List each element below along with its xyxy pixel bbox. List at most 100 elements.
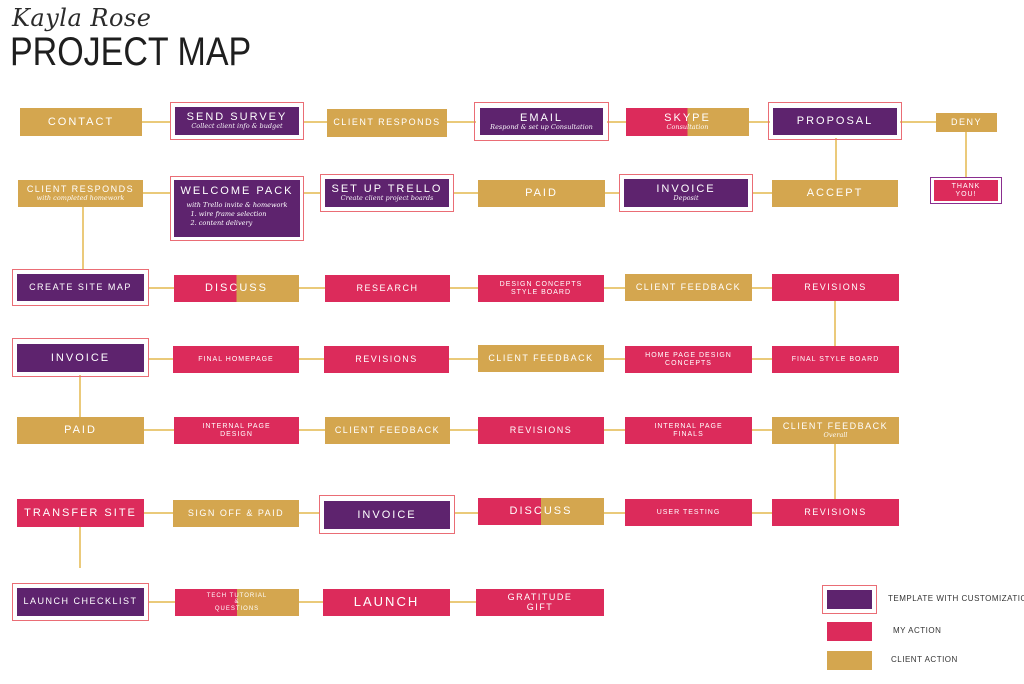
node-label: SEND SURVEY	[186, 111, 288, 124]
node-tech-tutorial: TECH TUTORIAL & QUESTIONS	[175, 589, 299, 616]
body-line: with Trello invite & homework	[186, 201, 288, 210]
node-design-concepts: DESIGN CONCEPTS STYLE BOARD	[478, 275, 604, 302]
node-research: RESEARCH	[325, 275, 450, 302]
template-frame	[12, 583, 149, 621]
node-label: FINAL STYLE BOARD	[791, 355, 880, 363]
node-sublabel: Respond & set up Consultation	[490, 122, 593, 131]
node-launch-checklist: LAUNCH CHECKLIST	[17, 588, 144, 616]
node-label: CLIENT FEEDBACK	[334, 424, 441, 435]
node-thank-you: THANK YOU!	[934, 180, 998, 201]
node-sublabel: with completed homework	[36, 193, 125, 202]
node-sublabel: Consultation	[666, 123, 709, 132]
node-revisions: REVISIONS	[478, 417, 604, 444]
node-label-line2: GIFT	[526, 601, 554, 612]
node-home-page-design-concepts: HOME PAGE DESIGN CONCEPTS	[625, 346, 752, 373]
template-frame	[768, 102, 902, 140]
node-label: TRANSFER SITE	[24, 506, 137, 519]
node-final-homepage: FINAL HOMEPAGE	[173, 346, 299, 373]
node-paid: PAID	[17, 417, 144, 444]
node-final-style-board: FINAL STYLE BOARD	[772, 346, 899, 373]
node-label-line2: FINALS	[673, 430, 704, 438]
node-label: CLIENT RESPONDS	[333, 117, 441, 128]
node-label: INVOICE	[656, 183, 716, 196]
template-frame	[619, 174, 753, 212]
node-label: PAID	[64, 424, 97, 437]
node-paid: PAID	[478, 180, 605, 207]
node-label: REVISIONS	[804, 281, 867, 292]
node-sign-off-paid: SIGN OFF & PAID	[173, 500, 299, 527]
node-label: CREATE SITE MAP	[29, 281, 132, 292]
node-revisions: REVISIONS	[772, 499, 899, 526]
legend-my-action-label: MY ACTION	[893, 626, 942, 635]
node-label: PROPOSAL	[796, 115, 874, 128]
node-label: INVOICE	[357, 508, 417, 521]
node-client-responds: CLIENT RESPONDS	[327, 109, 447, 137]
legend-template-swatch	[827, 590, 872, 609]
node-invoice-deposit: INVOICE Deposit	[624, 179, 748, 207]
node-label-line1: INTERNAL PAGE	[654, 422, 723, 430]
node-label: CLIENT RESPONDS	[26, 183, 135, 194]
node-label: RESEARCH	[356, 282, 419, 293]
node-label: CLIENT FEEDBACK	[635, 281, 742, 292]
legend-template-label: TEMPLATE WITH CUSTOMIZATION	[888, 594, 1024, 603]
node-revisions: REVISIONS	[324, 346, 449, 373]
template-frame	[170, 176, 304, 241]
node-client-feedback-overall: CLIENT FEEDBACK Overall	[772, 417, 899, 444]
node-body: with Trello invite & homework 1. wire fr…	[187, 201, 288, 227]
node-discuss: DISCUSS	[478, 498, 604, 525]
node-label: SKYPE	[664, 112, 711, 125]
node-label: USER TESTING	[656, 508, 721, 516]
legend-template-frame	[822, 585, 877, 614]
node-label-line1: HOME PAGE DESIGN	[645, 351, 732, 359]
node-label-line3: QUESTIONS	[214, 605, 260, 612]
node-skype: SKYPE Consultation	[626, 108, 749, 136]
node-label: SIGN OFF & PAID	[187, 507, 285, 518]
brand-script-name: Kayla Rose	[12, 4, 152, 32]
node-client-feedback: CLIENT FEEDBACK	[325, 417, 450, 444]
template-frame	[12, 338, 149, 377]
legend-client-action-label: CLIENT ACTION	[891, 655, 958, 664]
node-label: CONTACT	[47, 115, 115, 128]
node-label: DENY	[950, 116, 982, 127]
template-frame	[474, 102, 609, 141]
template-frame	[170, 102, 304, 140]
node-label: LAUNCH	[353, 594, 420, 610]
node-label: ACCEPT	[806, 187, 864, 200]
node-label-line2: &	[234, 599, 240, 606]
node-label-line1: INTERNAL PAGE	[202, 422, 271, 430]
node-transfer-site: TRANSFER SITE	[17, 499, 144, 527]
node-label-line2: YOU!	[955, 190, 977, 198]
node-email: EMAIL Respond & set up Consultation	[480, 108, 603, 135]
template-frame	[12, 269, 149, 306]
node-label: REVISIONS	[804, 506, 867, 517]
template-frame	[319, 495, 455, 534]
node-label: FINAL HOMEPAGE	[198, 355, 274, 363]
node-label: LAUNCH CHECKLIST	[23, 596, 138, 607]
node-sublabel: Deposit	[673, 194, 699, 203]
body-line: 2. content delivery	[190, 218, 253, 227]
node-label: SET UP TRELLO	[331, 183, 443, 196]
node-welcome-pack: WELCOME PACK with Trello invite & homewo…	[174, 180, 300, 237]
body-line: 1. wire frame selection	[190, 209, 267, 218]
legend-my-action-swatch	[827, 622, 872, 641]
node-sublabel: Create client project boards	[340, 194, 434, 203]
node-contact: CONTACT	[20, 108, 142, 136]
node-invoice: INVOICE	[324, 501, 450, 529]
node-label-line2: DESIGN	[220, 430, 253, 438]
node-accept: ACCEPT	[772, 180, 898, 207]
node-proposal: PROPOSAL	[773, 108, 897, 135]
node-label: DISCUSS	[509, 505, 573, 518]
node-label: CLIENT FEEDBACK	[782, 420, 889, 431]
node-client-feedback: CLIENT FEEDBACK	[625, 274, 752, 301]
node-label: REVISIONS	[355, 353, 418, 364]
node-client-feedback: CLIENT FEEDBACK	[478, 345, 604, 372]
legend-client-action-swatch	[827, 651, 872, 670]
node-label-line1: DESIGN CONCEPTS	[499, 280, 583, 288]
node-label: WELCOME PACK	[180, 185, 294, 197]
node-send-survey: SEND SURVEY Collect client info & budget	[175, 107, 299, 135]
node-invoice: INVOICE	[17, 344, 144, 372]
node-user-testing: USER TESTING	[625, 499, 752, 526]
node-launch: LAUNCH	[323, 589, 450, 616]
node-client-responds-homework: CLIENT RESPONDS with completed homework	[18, 180, 143, 207]
